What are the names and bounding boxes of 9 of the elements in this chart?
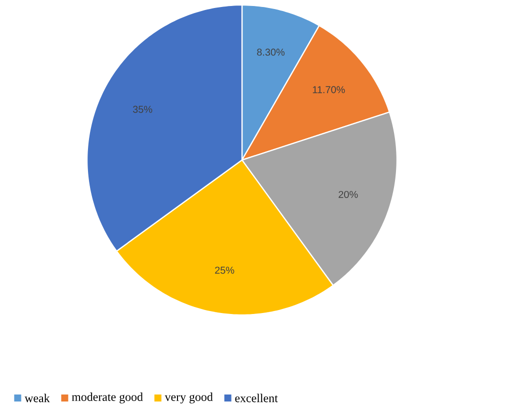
data-label: 20% (338, 190, 358, 198)
data-label: 11.70% (312, 86, 345, 94)
legend-label: weak (24, 394, 50, 402)
legend-label: excellent (235, 394, 278, 402)
data-label: 8.30% (257, 48, 285, 56)
legend-label: moderate good (72, 392, 143, 404)
data-label: 35% (132, 106, 152, 113)
data-label: 25% (215, 266, 234, 274)
legend-label: very good (164, 392, 213, 404)
